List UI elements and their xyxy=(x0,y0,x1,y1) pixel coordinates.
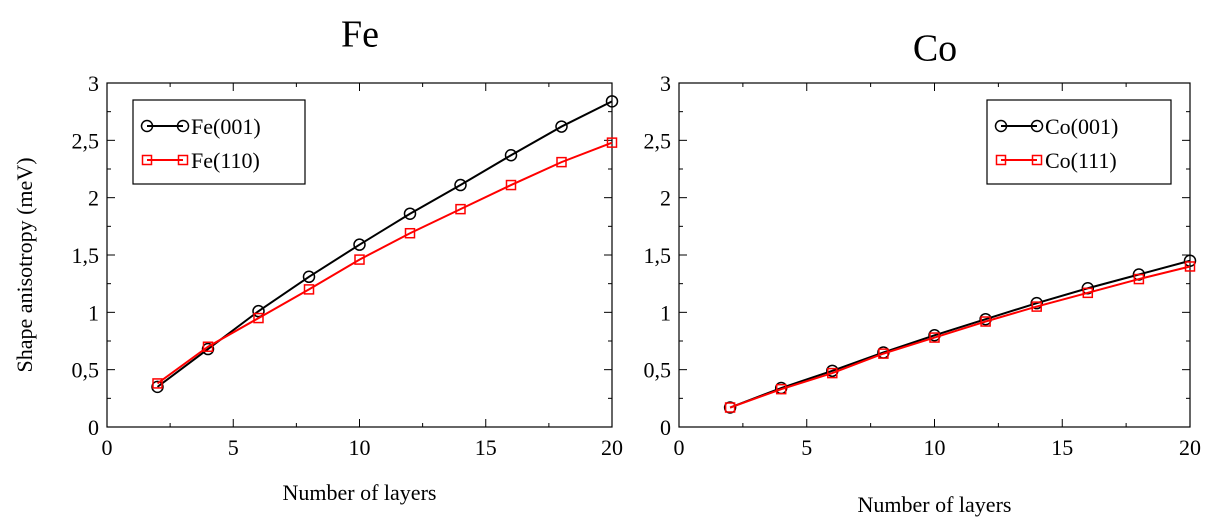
x-tick-label: 20 xyxy=(601,435,623,460)
data-point xyxy=(555,120,568,133)
legend-label: Fe(110) xyxy=(191,148,260,173)
x-tick-label: 5 xyxy=(801,435,812,460)
legend-marker xyxy=(140,119,154,133)
x-tick-label: 20 xyxy=(1179,435,1201,460)
data-point xyxy=(354,254,365,265)
series-line xyxy=(729,259,1191,409)
data-point xyxy=(980,316,991,327)
y-axis-label: Shape anisotropy (meV) xyxy=(12,157,37,372)
series-fe110 xyxy=(152,137,618,389)
data-point xyxy=(1183,254,1197,267)
data-point xyxy=(606,137,618,148)
y-tick-label: 0,5 xyxy=(644,358,672,383)
data-point xyxy=(605,95,619,108)
data-point xyxy=(878,348,889,359)
data-point xyxy=(404,227,416,239)
data-point xyxy=(723,401,737,414)
y-tick-label: 1,5 xyxy=(72,243,100,268)
legend-label: Co(111) xyxy=(1045,148,1117,173)
y-tick-label: 1 xyxy=(88,300,99,325)
data-point xyxy=(1082,287,1094,299)
y-tick-label: 2 xyxy=(88,186,99,211)
data-point xyxy=(303,284,315,295)
x-tick-label: 15 xyxy=(1051,435,1073,460)
data-point xyxy=(1031,301,1042,312)
data-point xyxy=(252,304,265,318)
legend-marker xyxy=(176,119,190,133)
y-tick-label: 0 xyxy=(660,415,671,440)
data-point xyxy=(202,341,214,352)
data-point xyxy=(724,402,736,413)
x-tick-label: 0 xyxy=(102,435,113,460)
x-tick-label: 10 xyxy=(349,435,371,460)
data-point xyxy=(152,378,163,389)
data-point xyxy=(454,178,467,192)
data-point xyxy=(775,383,787,395)
series-line xyxy=(729,265,1191,409)
legend-box xyxy=(986,99,1172,185)
legend-label: Fe(001) xyxy=(191,114,261,139)
x-tick-label: 15 xyxy=(475,435,497,460)
y-tick-label: 0,5 xyxy=(72,358,100,383)
y-tick-label: 2,5 xyxy=(644,128,672,153)
data-point xyxy=(827,367,838,379)
legend-marker xyxy=(995,154,1007,166)
legend: Fe(001) Fe(110) xyxy=(132,99,306,185)
legend-marker xyxy=(1031,154,1043,166)
data-point xyxy=(455,203,466,215)
data-point xyxy=(505,179,517,191)
data-point xyxy=(1133,273,1145,285)
chart-panel-fe: Fe 0 5 10 15 20 0 0,5 1 1,5 2 2,5 3 Number of layers S… xyxy=(12,14,623,505)
x-tick-label: 10 xyxy=(924,435,946,460)
data-point xyxy=(1030,296,1043,310)
chart-title: Fe xyxy=(341,14,379,56)
x-tick-label: 0 xyxy=(674,435,685,460)
y-tick-label: 1,5 xyxy=(644,243,672,268)
legend-label: Co(001) xyxy=(1045,114,1118,139)
y-tick-label: 3 xyxy=(88,71,99,96)
data-point xyxy=(253,312,264,324)
series-fe001 xyxy=(151,95,619,394)
legend: Co(001) Co(111) xyxy=(986,99,1172,185)
x-axis-label: Number of layers xyxy=(283,480,437,505)
y-tick-label: 0 xyxy=(88,415,99,440)
data-point xyxy=(403,207,417,220)
legend-marker xyxy=(1030,119,1044,133)
x-axis-label: Number of layers xyxy=(858,492,1012,517)
data-point xyxy=(556,156,567,168)
y-tick-label: 2 xyxy=(660,186,671,211)
y-tick-label: 2,5 xyxy=(72,128,100,153)
data-point xyxy=(353,238,366,251)
series-co001 xyxy=(723,254,1197,414)
chart-panel-co: Co 0 5 10 15 20 0 0,5 1 1,5 2 2,5 3 Number of layers C… xyxy=(644,28,1202,517)
data-point xyxy=(1184,261,1196,272)
chart-title: Co xyxy=(913,28,957,70)
legend-marker xyxy=(177,154,189,166)
series-line xyxy=(156,100,613,388)
data-point xyxy=(302,270,316,284)
data-point xyxy=(504,148,518,162)
legend-marker xyxy=(994,119,1008,133)
y-tick-label: 1 xyxy=(660,300,671,325)
x-tick-label: 5 xyxy=(228,435,239,460)
y-tick-label: 3 xyxy=(660,71,671,96)
legend-marker xyxy=(141,154,153,166)
series-line xyxy=(156,141,613,385)
data-point xyxy=(201,342,215,356)
legend-box xyxy=(132,99,306,185)
data-point xyxy=(151,380,164,394)
series-co111 xyxy=(724,261,1196,413)
data-point xyxy=(929,332,940,343)
